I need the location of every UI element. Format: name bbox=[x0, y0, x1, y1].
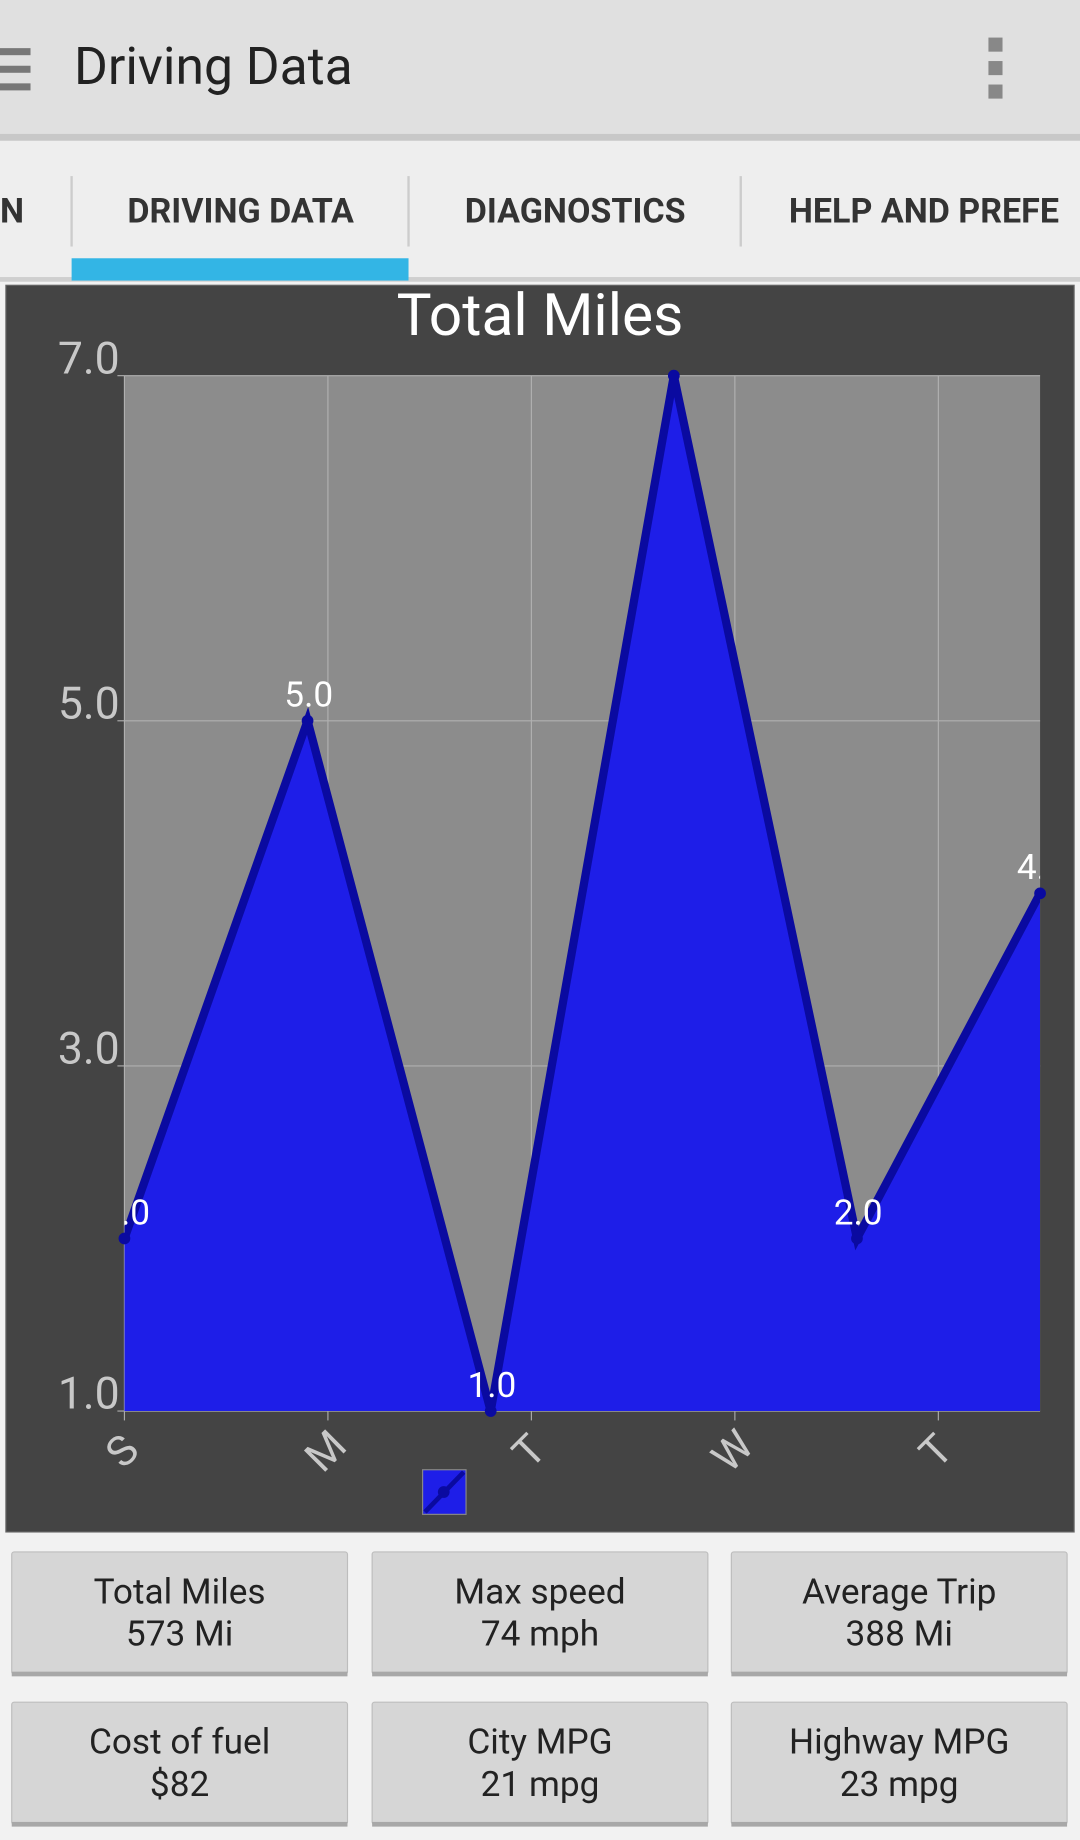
stat-value: 23 mpg bbox=[840, 1763, 959, 1805]
stat-value: $82 bbox=[150, 1763, 209, 1805]
tab-bar-line bbox=[0, 277, 1080, 282]
tab[interactable]: DIAGNOSTICS bbox=[465, 192, 686, 232]
y-tick-label: 3.0 bbox=[58, 1023, 120, 1075]
stat-button-shadow bbox=[731, 1821, 1068, 1827]
y-tick-label: 1.0 bbox=[58, 1368, 120, 1420]
stat-button-shadow bbox=[372, 1671, 708, 1677]
tab-divider bbox=[70, 176, 742, 247]
tab[interactable]: HELP AND PREFE bbox=[789, 192, 1059, 232]
stat-label: Total Miles bbox=[94, 1570, 266, 1612]
app-bar bbox=[0, 0, 1080, 134]
chart-title: Total Miles bbox=[397, 282, 684, 350]
data-label: 4.0 bbox=[1017, 846, 1066, 888]
tab-bar bbox=[0, 140, 1080, 280]
tab-indicator bbox=[71, 258, 409, 281]
stat-label: Average Trip bbox=[802, 1570, 996, 1612]
data-label: 1.0 bbox=[467, 1364, 516, 1406]
overflow-menu[interactable] bbox=[988, 37, 1003, 99]
stat-label: Max speed bbox=[454, 1570, 625, 1612]
line bbox=[124, 375, 1041, 1412]
stat-label: Highway MPG bbox=[789, 1721, 1009, 1763]
data-label: 2.0 bbox=[834, 1191, 883, 1233]
data-point bbox=[851, 1232, 863, 1245]
stat-value: 21 mpg bbox=[481, 1763, 600, 1805]
app-title: Driving Data bbox=[74, 36, 353, 97]
y-tick-label: 5.0 bbox=[58, 677, 120, 729]
stat-button-shadow bbox=[372, 1821, 708, 1827]
legend-marker bbox=[437, 1486, 450, 1498]
menu-button[interactable] bbox=[0, 48, 31, 91]
data-label: 5.0 bbox=[284, 674, 333, 716]
stat-label: City MPG bbox=[467, 1721, 612, 1763]
y-tick-label: 7.0 bbox=[58, 332, 120, 384]
data-point bbox=[118, 1232, 131, 1245]
stat-value: 573 Mi bbox=[126, 1613, 233, 1655]
app-bar-shadow bbox=[0, 133, 1080, 141]
stat-button-shadow bbox=[731, 1671, 1068, 1677]
stat-button-shadow bbox=[11, 1821, 348, 1827]
data-label: 2.0 bbox=[101, 1191, 150, 1233]
data-point bbox=[484, 1405, 497, 1417]
stat-value: 388 Mi bbox=[846, 1613, 953, 1655]
data-point bbox=[301, 714, 314, 727]
stat-value: 74 mph bbox=[481, 1613, 599, 1655]
stat-label: Cost of fuel bbox=[89, 1721, 270, 1763]
stat-button-shadow bbox=[11, 1671, 348, 1677]
tab[interactable]: N bbox=[0, 192, 24, 232]
data-point bbox=[1034, 887, 1046, 900]
legend bbox=[422, 1469, 467, 1515]
tab[interactable]: DRIVING DATA bbox=[127, 192, 354, 232]
data-point bbox=[667, 369, 680, 382]
